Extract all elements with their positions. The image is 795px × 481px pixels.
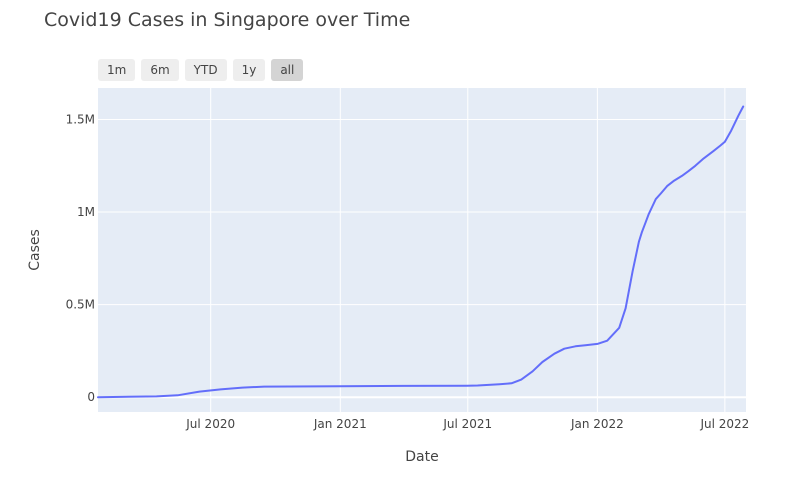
chart-title: Covid19 Cases in Singapore over Time — [44, 9, 411, 31]
y-tick-label: 0 — [87, 390, 95, 404]
x-tick-label: Jul 2022 — [699, 417, 749, 431]
x-tick-label: Jan 2022 — [570, 417, 624, 431]
cases-line-series[interactable] — [97, 105, 745, 399]
y-axis-title: Cases — [27, 229, 43, 271]
y-tick-label: 1M — [77, 205, 95, 219]
y-tick-label: 1.5M — [66, 112, 95, 126]
range-button-all[interactable]: all — [271, 59, 304, 81]
range-button-6m[interactable]: 6m — [141, 59, 179, 81]
series-layer — [97, 105, 745, 399]
x-tick-label: Jan 2021 — [313, 417, 367, 431]
y-tick-label: 0.5M — [66, 298, 95, 312]
x-tick-label: Jul 2021 — [442, 417, 492, 431]
range-button-ytd[interactable]: YTD — [184, 59, 227, 81]
grid-lines — [98, 88, 746, 412]
range-button-1y[interactable]: 1y — [232, 59, 266, 81]
range-selector: 1m 6m YTD 1y all — [98, 59, 304, 81]
plot-area[interactable] — [98, 88, 746, 412]
x-axis: Jul 2020 Jan 2021 Jul 2021 Jan 2022 Jul 2022 — [185, 417, 749, 431]
x-tick-label: Jul 2020 — [185, 417, 235, 431]
range-button-1m[interactable]: 1m — [98, 59, 136, 81]
x-axis-title: Date — [405, 449, 438, 465]
y-axis: 0 0.5M 1M 1.5M — [66, 112, 95, 404]
